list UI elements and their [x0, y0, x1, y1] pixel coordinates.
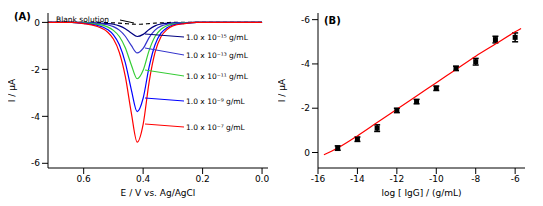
svg-text:0: 0 — [304, 148, 310, 158]
svg-text:-16: -16 — [311, 174, 326, 184]
svg-text:I / μA: I / μA — [8, 78, 17, 102]
svg-text:-14: -14 — [350, 174, 365, 184]
svg-text:-2: -2 — [301, 103, 310, 113]
svg-text:1.0 x 10⁻¹¹ g/mL: 1.0 x 10⁻¹¹ g/mL — [186, 72, 249, 81]
svg-text:-4: -4 — [31, 112, 40, 122]
svg-text:-12: -12 — [390, 174, 405, 184]
svg-text:-6: -6 — [301, 15, 310, 25]
svg-text:(B): (B) — [324, 15, 341, 26]
svg-text:0: 0 — [34, 18, 40, 28]
svg-text:1.0 x 10⁻¹⁵ g/mL: 1.0 x 10⁻¹⁵ g/mL — [186, 33, 249, 42]
svg-text:0.4: 0.4 — [136, 174, 151, 184]
svg-text:1.0 x 10⁻⁹ g/mL: 1.0 x 10⁻⁹ g/mL — [186, 97, 246, 106]
svg-text:0.6: 0.6 — [77, 174, 92, 184]
svg-text:-6: -6 — [511, 174, 520, 184]
svg-text:0.2: 0.2 — [195, 174, 209, 184]
svg-text:-8: -8 — [471, 174, 480, 184]
svg-text:I / μA: I / μA — [278, 78, 287, 102]
svg-text:1.0 x 10⁻¹³ g/mL: 1.0 x 10⁻¹³ g/mL — [186, 51, 249, 60]
svg-text:log [ IgG] / (g/mL): log [ IgG] / (g/mL) — [381, 188, 461, 198]
svg-text:0.0: 0.0 — [255, 174, 270, 184]
svg-text:-6: -6 — [31, 158, 40, 168]
svg-text:(A): (A) — [14, 11, 31, 22]
svg-text:-2: -2 — [31, 65, 40, 75]
svg-text:Blank solution: Blank solution — [56, 15, 109, 24]
svg-text:-10: -10 — [429, 174, 444, 184]
svg-text:-4: -4 — [301, 59, 310, 69]
svg-text:E / V vs. Ag/AgCl: E / V vs. Ag/AgCl — [121, 188, 196, 198]
svg-text:1.0 x 10⁻⁷ g/mL: 1.0 x 10⁻⁷ g/mL — [186, 123, 246, 132]
